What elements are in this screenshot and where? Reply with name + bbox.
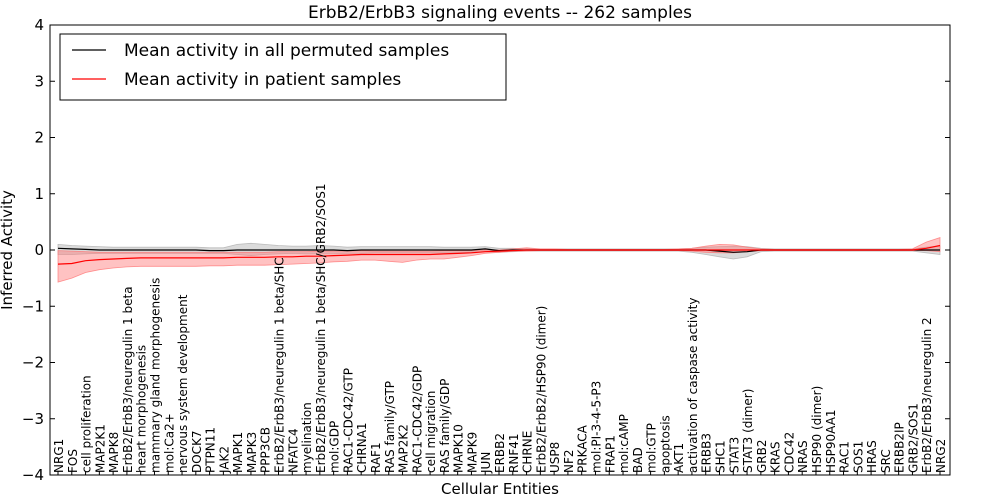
legend-box — [59, 33, 507, 101]
x-tick-label: RNF41 — [507, 434, 521, 474]
x-tick-label: mammary gland morphogenesis — [148, 278, 162, 473]
y-tick-label: 4 — [34, 16, 44, 34]
x-tick-label: DOCK7 — [190, 430, 204, 473]
x-tick-label: ERBB3 — [700, 433, 714, 473]
x-tick-label: JUN — [479, 452, 493, 474]
x-tick-label: NRG1 — [52, 439, 66, 473]
x-tick-label: RAC1 — [838, 441, 852, 473]
x-tick-label: CHRNA1 — [355, 422, 369, 473]
x-tick-label: MAP2K1 — [93, 424, 107, 473]
x-tick-label: NF2 — [562, 449, 576, 473]
x-tick-label: ErbB2/ErbB3/neuregulin 1 beta/SHC/GRB2/S… — [314, 183, 328, 473]
x-tick-label: ErbB2/ErbB3/neuregulin 1 beta — [121, 286, 135, 473]
y-tick-label: 0 — [34, 241, 44, 259]
x-tick-label: MAPK8 — [107, 432, 121, 473]
x-tick-label: myelination — [300, 402, 314, 473]
x-tick-label: RAS family/GDP — [438, 379, 452, 473]
x-tick-label: MAPK9 — [465, 432, 479, 473]
x-tick-label: HSP90 (dimer) — [810, 386, 824, 473]
x-tick-label: ERBB2 — [493, 433, 507, 473]
x-tick-label: activation of caspase activity — [686, 298, 700, 473]
x-tick-label: ErbB2/ErbB3/neuregulin 1 beta/SHC — [273, 257, 287, 473]
x-tick-label: AKT1 — [672, 443, 686, 473]
x-tick-label: CDC42 — [782, 432, 796, 473]
x-tick-label: JAK2 — [217, 446, 231, 474]
y-axis-label: Inferred Activity — [0, 190, 16, 310]
x-tick-label: STAT3 (dimer) — [741, 389, 755, 473]
x-tick-label: BAD — [631, 447, 645, 473]
x-tick-label: cell migration — [424, 391, 438, 473]
x-tick-label: mol:GDP — [328, 421, 342, 473]
x-tick-label: nervous system development — [176, 294, 190, 473]
y-tick-label: 3 — [34, 72, 44, 90]
x-tick-label: MAPK1 — [231, 432, 245, 473]
x-tick-label: HRAS — [865, 440, 879, 473]
x-tick-label: RAC1-CDC42/GDP — [410, 366, 424, 473]
x-tick-label: mol:GTP — [645, 423, 659, 473]
x-tick-label: HSP90AA1 — [824, 409, 838, 473]
x-tick-label: SHC1 — [714, 440, 728, 473]
x-tick-label: STAT3 — [727, 437, 741, 473]
x-tick-label: ErbB2/ErbB3/neuregulin 2 — [920, 317, 934, 473]
x-tick-label: GRB2 — [755, 439, 769, 473]
x-tick-label: apoptosis — [658, 415, 672, 473]
x-tick-label: PPP3CB — [259, 427, 273, 473]
x-tick-label: mol:PI-3-4-5-P3 — [589, 381, 603, 473]
x-tick-label: heart morphogenesis — [135, 345, 149, 473]
x-tick-label: ErbB2/ErbB2/HSP90 (dimer) — [534, 306, 548, 473]
y-tick-label: 2 — [34, 129, 44, 147]
chart-title: ErbB2/ErbB3 signaling events -- 262 samp… — [308, 3, 692, 23]
legend: Mean activity in all permuted samples Mea… — [59, 33, 507, 101]
x-tick-label: RAS family/GTP — [383, 381, 397, 473]
legend-label-1: Mean activity in patient samples — [124, 70, 401, 90]
x-tick-label: PTPN11 — [204, 427, 218, 473]
y-tick-label: −3 — [22, 410, 44, 428]
legend-label-0: Mean activity in all permuted samples — [124, 41, 449, 61]
x-tick-label: CHRNE — [521, 431, 535, 473]
y-tick-label: 1 — [34, 185, 44, 203]
x-tick-label: cell proliferation — [80, 375, 94, 473]
x-tick-label: ERBB2IP — [893, 422, 907, 473]
series-1-line — [57, 244, 941, 265]
x-tick-label: MAP2K2 — [397, 424, 411, 473]
x-tick-label: SOS1 — [851, 441, 865, 473]
x-tick-label: RAF1 — [369, 442, 383, 473]
x-tick-label: USP8 — [548, 442, 562, 473]
x-tick-label: FOS — [66, 449, 80, 473]
y-tick-label: −2 — [22, 354, 44, 372]
x-tick-label: NRG2 — [934, 439, 948, 473]
x-tick-label: NRAS — [796, 440, 810, 473]
x-tick-label: RAC1-CDC42/GTP — [341, 368, 355, 473]
x-tick-label: PRKACA — [576, 424, 590, 473]
x-tick-label: FRAP1 — [603, 435, 617, 473]
plot-frame — [49, 24, 951, 476]
x-tick-label: MAPK10 — [452, 424, 466, 473]
x-tick-label: GRB2/SOS1 — [906, 403, 920, 473]
x-tick-label: KRAS — [769, 441, 783, 473]
x-tick-label: SRC — [879, 449, 893, 473]
y-tick-label: −4 — [22, 466, 44, 484]
x-tick-label: mol:cAMP — [617, 414, 631, 473]
x-tick-label: NFATC4 — [286, 428, 300, 473]
x-axis-label: Cellular Entities — [441, 480, 559, 498]
y-tick-label: −1 — [22, 297, 44, 315]
x-tick-label: mol:Ca2+ — [162, 413, 176, 473]
x-tick-label: MAPK3 — [245, 432, 259, 473]
